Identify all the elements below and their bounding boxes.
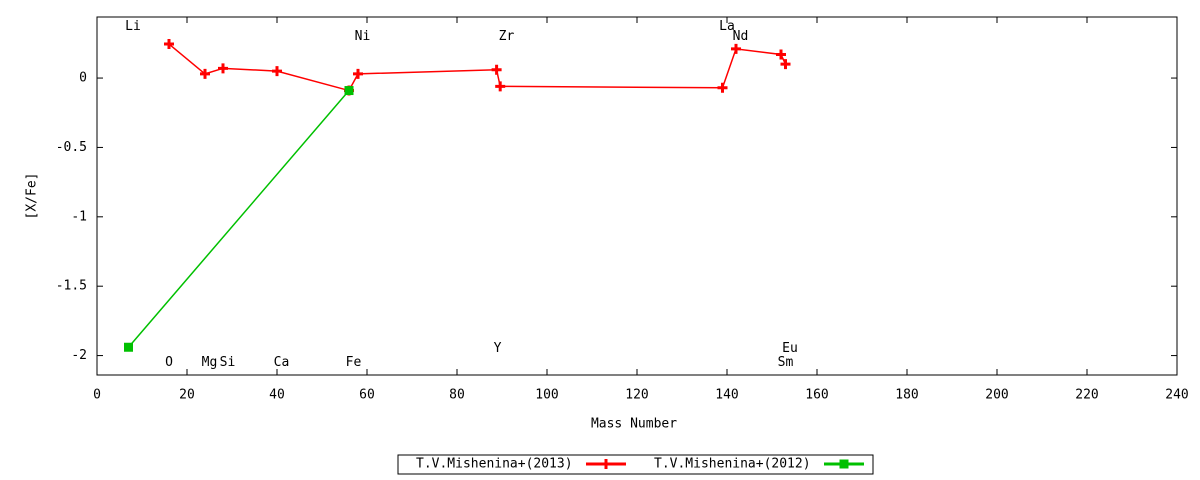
x-tick-label: 220 (1075, 388, 1098, 403)
x-tick-label: 0 (93, 388, 101, 403)
annotation: Ni (355, 29, 371, 44)
y-tick-label: -2 (71, 348, 87, 363)
point (491, 64, 502, 75)
x-tick-label: 160 (805, 388, 828, 403)
point (495, 81, 506, 92)
point (353, 68, 363, 79)
series-line (127, 90, 350, 348)
legend-label: T.V.Mishenina+(2012) (654, 457, 811, 472)
y-tick-label: -1.5 (56, 279, 87, 294)
y-axis-label: [X/Fe] (25, 173, 40, 220)
legend-box (397, 454, 874, 475)
point (780, 59, 791, 70)
y-tick-label: -1 (71, 209, 87, 224)
point (124, 342, 133, 352)
point (344, 86, 354, 96)
legend-label: T.V.Mishenina+(2013) (416, 457, 573, 472)
annotation: Nd (733, 29, 749, 44)
x-tick-label: 40 (269, 388, 285, 403)
point (200, 68, 210, 79)
annotation: Fe (346, 355, 362, 370)
annotation: Y (494, 341, 502, 356)
x-tick-label: 200 (985, 388, 1008, 403)
annotation: Si (220, 355, 236, 370)
legend-marker (839, 459, 849, 469)
point (717, 82, 728, 93)
point (731, 43, 741, 54)
x-tick-label: 120 (625, 388, 648, 403)
x-tick-label: 140 (715, 388, 738, 403)
annotation: Sm (778, 355, 794, 370)
point (272, 66, 282, 77)
point (164, 39, 174, 50)
annotation: Ca (274, 355, 290, 370)
y-tick-label: -0.5 (56, 140, 87, 155)
x-tick-label: 240 (1165, 388, 1188, 403)
series-line (168, 43, 787, 92)
annotation: Eu (782, 341, 798, 356)
annotation: Mg (202, 355, 218, 370)
annotation: Li (125, 19, 141, 34)
point (776, 49, 786, 60)
x-tick-label: 60 (359, 388, 375, 403)
point (218, 63, 228, 74)
x-tick-label: 80 (449, 388, 465, 403)
annotation: O (165, 355, 173, 370)
x-tick-label: 20 (179, 388, 195, 403)
annotation: La (719, 19, 735, 34)
x-axis-label: Mass Number (591, 417, 677, 432)
annotation: Zr (499, 29, 515, 44)
legend-marker (601, 459, 611, 469)
y-tick-label: 0 (79, 71, 87, 86)
x-tick-label: 100 (535, 388, 558, 403)
x-tick-label: 180 (895, 388, 918, 403)
